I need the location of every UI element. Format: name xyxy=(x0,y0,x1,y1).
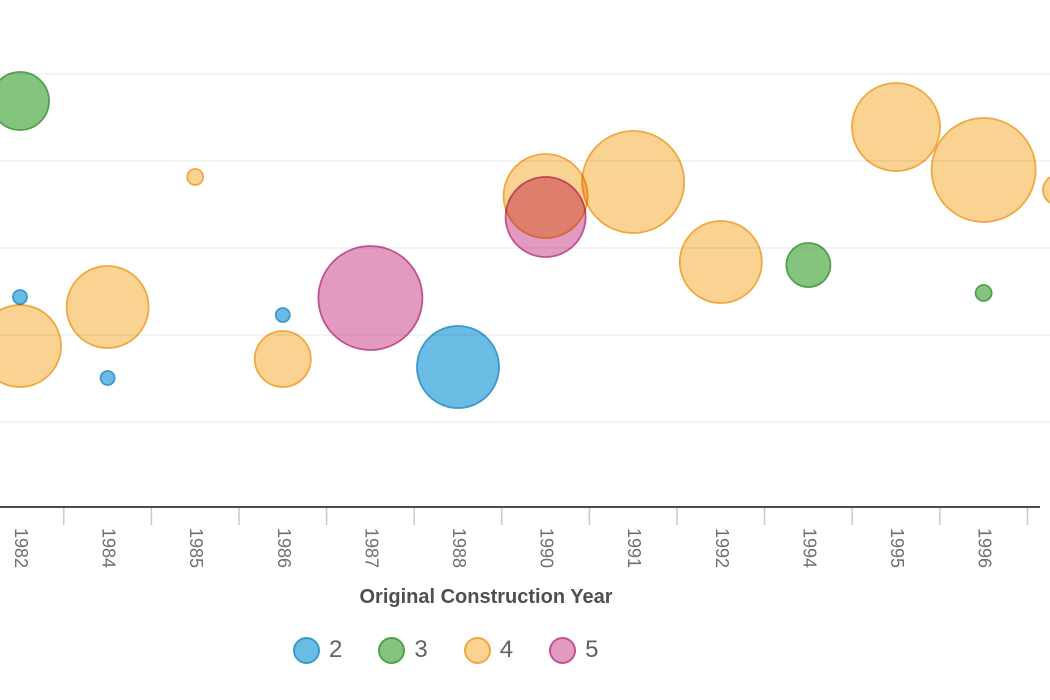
bubble-1992-group4[interactable] xyxy=(678,220,763,304)
x-tick-label-1982: 1982 xyxy=(11,528,31,568)
x-tick-label-1985: 1985 xyxy=(186,528,206,568)
x-tick-label-1988: 1988 xyxy=(449,528,469,568)
bubble-1996-group3[interactable] xyxy=(974,284,993,302)
bubble-1986-group4[interactable] xyxy=(253,330,312,388)
bubble-1982-group4[interactable] xyxy=(0,304,62,388)
x-tick-label-1994: 1994 xyxy=(799,528,819,568)
bubble-1991-group4[interactable] xyxy=(581,130,686,234)
legend: 2 3 4 5 xyxy=(293,636,598,664)
x-tick-label-1987: 1987 xyxy=(361,528,381,568)
bubble-1986-group2[interactable] xyxy=(274,307,291,323)
legend-item-3[interactable]: 3 xyxy=(378,636,428,664)
bubble-1995-group4[interactable] xyxy=(851,82,941,172)
bubble-1987-group5[interactable] xyxy=(317,245,424,351)
bubble-1988-group2[interactable] xyxy=(416,325,500,409)
bubble-1996-group4[interactable] xyxy=(930,117,1037,223)
legend-swatch-icon xyxy=(293,636,320,664)
bubble-1984-group4[interactable] xyxy=(65,265,150,349)
legend-label: 4 xyxy=(499,636,514,663)
bubble-1984-group2[interactable] xyxy=(99,370,116,386)
x-tick-label-1984: 1984 xyxy=(99,528,119,568)
legend-label: 3 xyxy=(414,636,428,663)
x-axis-title: Original Construction Year xyxy=(359,586,613,608)
legend-swatch-icon xyxy=(463,636,491,664)
x-tick-label-1996: 1996 xyxy=(975,528,995,568)
legend-label: 5 xyxy=(585,636,599,663)
legend-item-4[interactable]: 4 xyxy=(463,636,514,664)
x-tick-label-1992: 1992 xyxy=(712,528,732,568)
x-tick-label-1990: 1990 xyxy=(537,528,557,568)
legend-item-2[interactable]: 2 xyxy=(293,636,342,664)
legend-item-5[interactable]: 5 xyxy=(549,636,598,664)
x-tick-label-1991: 1991 xyxy=(624,528,644,568)
legend-swatch-icon xyxy=(549,636,577,664)
x-tick-label-1995: 1995 xyxy=(887,528,907,568)
bubble-1985-group4[interactable] xyxy=(186,168,205,186)
bubble-1982-group3[interactable] xyxy=(0,71,50,131)
plot-area: 1982 1984 1985 1986 1987 1988 1990 1991 1992 1994… xyxy=(0,71,1050,568)
bubble-1982-group2[interactable] xyxy=(12,289,28,305)
legend-swatch-icon xyxy=(378,636,406,664)
bubble-1994-group3[interactable] xyxy=(785,242,832,288)
bubble-1990-group5[interactable] xyxy=(504,176,587,258)
x-tick-label-1986: 1986 xyxy=(274,528,294,568)
legend-label: 2 xyxy=(329,636,343,663)
bubble-partial-group4[interactable] xyxy=(1042,175,1050,205)
